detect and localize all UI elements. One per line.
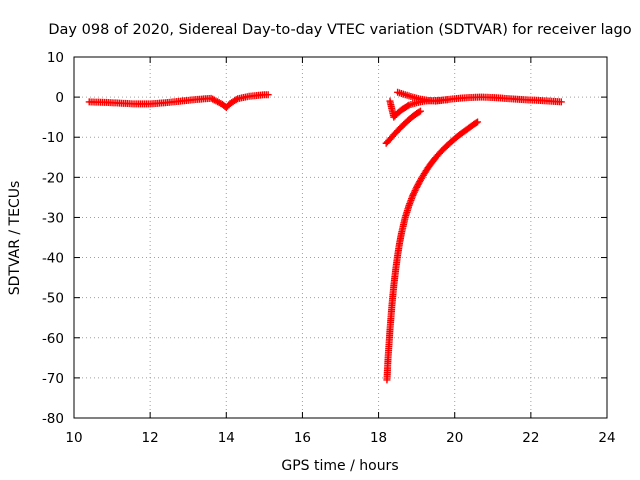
data-point: [411, 187, 419, 195]
y-tick-labels: 10 0 -10 -20 -30 -40 -50 -60 -70 -80: [42, 50, 64, 427]
x-tick-label: 10: [65, 430, 82, 446]
y-tick-label: -30: [42, 210, 64, 226]
data-point: [474, 118, 482, 126]
data-point: [264, 91, 272, 99]
y-tick-label: -80: [42, 411, 64, 427]
data-point: [443, 96, 451, 104]
series-early-arc: [85, 91, 272, 112]
x-tick-label: 14: [218, 430, 235, 446]
data-point: [410, 190, 418, 198]
x-tick-labels: 10 12 14 16 18 20 22 24: [65, 430, 615, 446]
grid: [74, 57, 607, 418]
data-point: [557, 98, 565, 106]
x-axis-label: GPS time / hours: [281, 458, 398, 474]
y-tick-label: -70: [42, 371, 64, 387]
y-tick-label: -50: [42, 291, 64, 307]
data-point: [415, 108, 423, 116]
series-late-arc-lower: [382, 107, 424, 147]
x-tick-label: 18: [370, 430, 387, 446]
y-tick-label: 0: [55, 90, 64, 106]
x-tick-label: 24: [598, 430, 615, 446]
y-tick-label: -10: [42, 130, 64, 146]
series-late-arc-mid: [386, 96, 451, 121]
axis-ticks: [73, 56, 608, 419]
x-tick-label: 20: [446, 430, 463, 446]
y-tick-label: -20: [42, 170, 64, 186]
x-tick-label: 16: [294, 430, 311, 446]
data-point: [416, 107, 424, 115]
data-point: [412, 185, 420, 193]
plot-frame: [73, 56, 608, 419]
series-drop-curve: [383, 118, 482, 384]
data-point: [410, 188, 418, 196]
data-point: [232, 96, 240, 104]
y-tick-label: -60: [42, 331, 64, 347]
y-tick-label: -40: [42, 251, 64, 267]
data-point: [404, 102, 412, 110]
data-point: [472, 119, 480, 127]
data-points: [85, 88, 565, 384]
x-tick-label: 22: [522, 430, 539, 446]
x-tick-label: 12: [142, 430, 159, 446]
y-axis-label: SDTVAR / TECUs: [7, 181, 23, 296]
chart-title: Day 098 of 2020, Sidereal Day-to-day VTE…: [48, 22, 631, 38]
data-point: [409, 191, 417, 199]
y-tick-label: 10: [47, 50, 64, 66]
